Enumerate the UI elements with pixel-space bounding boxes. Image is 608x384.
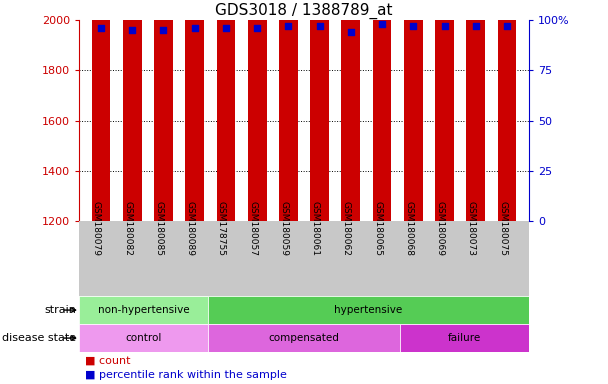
Text: control: control: [125, 333, 162, 343]
Point: [190, 25, 199, 31]
Bar: [216, 0, 235, 221]
Text: GSM180085: GSM180085: [154, 201, 164, 256]
Text: GSM180065: GSM180065: [373, 201, 382, 256]
Point: [471, 23, 481, 29]
FancyBboxPatch shape: [207, 324, 401, 352]
Point: [159, 27, 168, 33]
Text: GSM180089: GSM180089: [185, 201, 195, 256]
Bar: [123, 0, 142, 221]
Text: GSM180061: GSM180061: [311, 201, 320, 256]
Text: disease state: disease state: [2, 333, 76, 343]
Text: GSM178755: GSM178755: [217, 201, 226, 256]
Point: [283, 23, 293, 29]
Text: GSM180073: GSM180073: [467, 201, 476, 256]
Point: [252, 25, 262, 31]
Text: GSM180062: GSM180062: [342, 201, 351, 256]
Bar: [154, 0, 173, 221]
FancyBboxPatch shape: [401, 324, 529, 352]
Text: failure: failure: [448, 333, 482, 343]
Title: GDS3018 / 1388789_at: GDS3018 / 1388789_at: [215, 3, 393, 19]
Point: [221, 25, 231, 31]
Bar: [435, 0, 454, 221]
Text: GSM180069: GSM180069: [435, 201, 444, 256]
Bar: [466, 0, 485, 221]
Text: GSM180057: GSM180057: [248, 201, 257, 256]
Text: GSM180059: GSM180059: [280, 201, 288, 256]
Text: hypertensive: hypertensive: [334, 305, 402, 315]
Text: strain: strain: [44, 305, 76, 315]
Bar: [185, 0, 204, 221]
Text: non-hypertensive: non-hypertensive: [97, 305, 189, 315]
Point: [409, 23, 418, 29]
Point: [315, 23, 325, 29]
Text: ■ percentile rank within the sample: ■ percentile rank within the sample: [85, 371, 287, 381]
Text: GSM180068: GSM180068: [404, 201, 413, 256]
Point: [127, 27, 137, 33]
Bar: [404, 0, 423, 221]
FancyBboxPatch shape: [79, 324, 207, 352]
Bar: [279, 0, 298, 221]
Point: [346, 29, 356, 35]
Text: GSM180075: GSM180075: [498, 201, 507, 256]
FancyBboxPatch shape: [79, 296, 207, 324]
Text: GSM180079: GSM180079: [92, 201, 101, 256]
Point: [96, 25, 106, 31]
Bar: [498, 0, 516, 221]
Point: [502, 23, 512, 29]
Point: [440, 23, 449, 29]
Text: ■ count: ■ count: [85, 356, 131, 366]
Text: compensated: compensated: [269, 333, 339, 343]
Bar: [92, 0, 110, 221]
Bar: [248, 0, 266, 221]
Bar: [310, 0, 329, 221]
Text: GSM180082: GSM180082: [123, 201, 132, 256]
FancyBboxPatch shape: [207, 296, 529, 324]
Point: [377, 21, 387, 27]
Bar: [373, 0, 392, 221]
Bar: [342, 0, 360, 221]
